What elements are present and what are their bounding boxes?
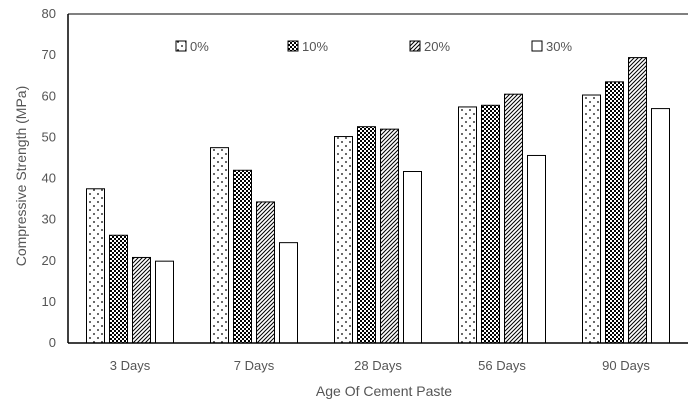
bar-4-1 <box>458 106 477 344</box>
bar-1-3 <box>132 256 151 344</box>
y-tick-label: 20 <box>42 253 56 268</box>
bar-1-2 <box>109 234 128 344</box>
y-axis-title: Compressive Strength (MPa) <box>13 86 29 267</box>
legend-label: 10% <box>302 39 328 54</box>
bar-1-4 <box>155 260 174 344</box>
legend-label: 30% <box>546 39 572 54</box>
y-tick-label: 10 <box>42 294 56 309</box>
bars-layer <box>86 57 670 344</box>
bar-2-1 <box>210 147 229 344</box>
x-tick-label: 28 Days <box>354 358 402 373</box>
y-tick-label: 60 <box>42 88 56 103</box>
x-tick-label: 7 Days <box>234 358 275 373</box>
bar-5-1 <box>582 94 601 344</box>
y-tick-label: 30 <box>42 212 56 227</box>
bar-2-4 <box>279 242 298 344</box>
bar-3-3 <box>380 128 399 344</box>
x-tick-label: 90 Days <box>602 358 650 373</box>
x-axis-title: Age Of Cement Paste <box>316 383 452 399</box>
y-tick-label: 70 <box>42 47 56 62</box>
x-tick-labels: 3 Days 7 Days 28 Days 56 Days 90 Days <box>110 358 651 373</box>
bar-1-1 <box>86 188 105 344</box>
legend-label: 0% <box>190 39 209 54</box>
bar-5-4 <box>651 108 670 344</box>
bar-3-1 <box>334 136 353 344</box>
x-tick-label: 3 Days <box>110 358 151 373</box>
y-tick-label: 50 <box>42 129 56 144</box>
bar-2-2 <box>233 169 252 344</box>
bar-4-4 <box>527 154 546 344</box>
legend-label: 20% <box>424 39 450 54</box>
bar-5-2 <box>605 81 624 344</box>
legend-swatch <box>175 40 187 52</box>
legend: 0% 10% 20% 30% <box>175 39 572 54</box>
bar-5-3 <box>628 57 647 344</box>
x-tick-label: 56 Days <box>478 358 526 373</box>
bar-4-3 <box>504 93 523 344</box>
bar-3-4 <box>403 171 422 344</box>
bar-2-3 <box>256 201 275 344</box>
bar-3-2 <box>357 126 376 344</box>
y-tick-label: 40 <box>42 171 56 186</box>
legend-swatch <box>287 40 299 52</box>
bar-4-2 <box>481 104 500 344</box>
y-tick-label: 0 <box>49 335 56 350</box>
legend-swatch <box>409 40 421 52</box>
legend-swatch <box>531 40 543 52</box>
y-tick-label: 80 <box>42 6 56 21</box>
y-tick-labels: 0 10 20 30 40 50 60 70 80 <box>42 6 56 350</box>
